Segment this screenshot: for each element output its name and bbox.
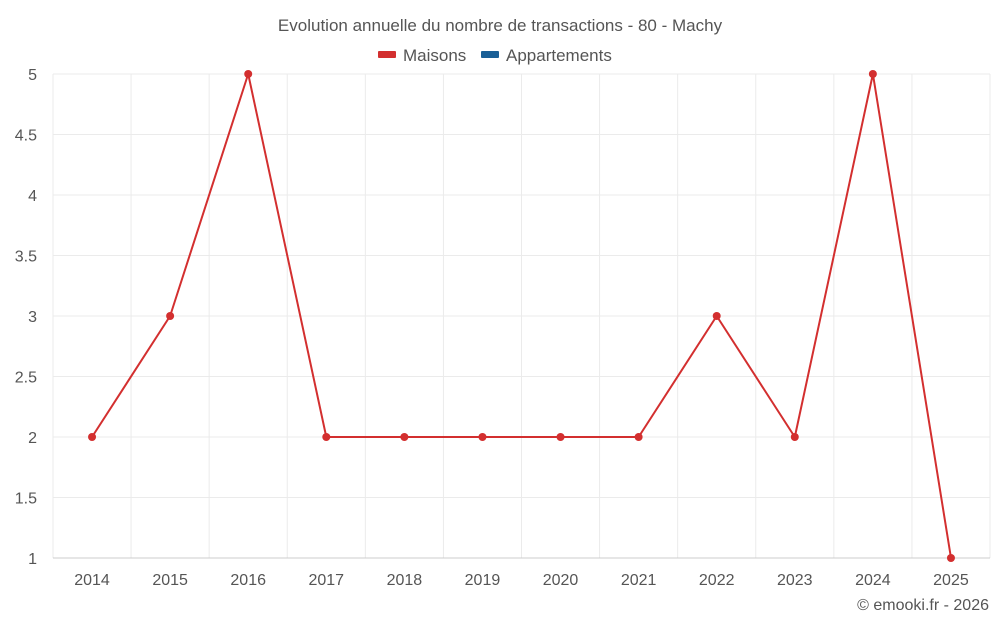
x-tick-label: 2017 [308, 572, 344, 589]
y-tick-label: 1 [28, 551, 37, 568]
legend-label-maisons: Maisons [403, 46, 466, 65]
data-point-maisons-2019[interactable] [478, 433, 487, 441]
x-tick-label: 2023 [777, 572, 813, 589]
x-axis-ticks: 2014 2015 2016 2017 2018 2019 2020 2021 2022 2023… [74, 572, 969, 589]
x-tick-label: 2020 [543, 572, 579, 589]
y-tick-label: 3 [28, 309, 37, 326]
y-tick-label: 2 [28, 430, 37, 447]
x-tick-label: 2015 [152, 572, 188, 589]
y-tick-label: 2.5 [15, 370, 37, 387]
data-point-maisons-2025[interactable] [946, 554, 955, 562]
x-gridlines [52, 74, 991, 558]
chart-title: Evolution annuelle du nombre de transact… [278, 16, 723, 35]
data-point-maisons-2018[interactable] [400, 433, 409, 441]
x-tick-label: 2025 [933, 572, 969, 589]
legend-swatch-appartements [481, 51, 499, 58]
credit-text: © emooki.fr - 2026 [857, 597, 989, 614]
legend-label-appartements: Appartements [506, 46, 612, 65]
y-tick-label: 1.5 [15, 491, 37, 508]
y-tick-label: 3.5 [15, 249, 37, 266]
legend: Maisons Appartements [378, 46, 612, 65]
data-point-maisons-2014[interactable] [88, 433, 97, 441]
x-tick-label: 2014 [74, 572, 110, 589]
data-point-maisons-2022[interactable] [712, 312, 721, 320]
data-point-maisons-2016[interactable] [244, 70, 253, 78]
data-point-maisons-2021[interactable] [634, 433, 643, 441]
x-tick-label: 2021 [621, 572, 657, 589]
x-tick-label: 2024 [855, 572, 891, 589]
legend-swatch-maisons [378, 51, 396, 58]
x-tick-label: 2022 [699, 572, 735, 589]
y-tick-label: 4.5 [15, 128, 37, 145]
legend-item-maisons[interactable]: Maisons [378, 46, 466, 65]
y-axis-ticks: 1 1.5 2 2.5 3 3.5 4 4.5 5 [15, 67, 37, 568]
legend-item-appartements[interactable]: Appartements [481, 46, 612, 65]
data-point-maisons-2015[interactable] [166, 312, 175, 320]
y-tick-label: 4 [28, 188, 37, 205]
series-layer [88, 70, 955, 562]
data-point-maisons-2024[interactable] [868, 70, 877, 78]
series-line-maisons [91, 73, 952, 559]
data-point-maisons-2020[interactable] [556, 433, 565, 441]
data-point-maisons-2023[interactable] [790, 433, 799, 441]
y-tick-label: 5 [28, 67, 37, 84]
x-tick-label: 2018 [387, 572, 423, 589]
x-tick-label: 2016 [230, 572, 266, 589]
data-point-maisons-2017[interactable] [322, 433, 331, 441]
x-tick-label: 2019 [465, 572, 501, 589]
